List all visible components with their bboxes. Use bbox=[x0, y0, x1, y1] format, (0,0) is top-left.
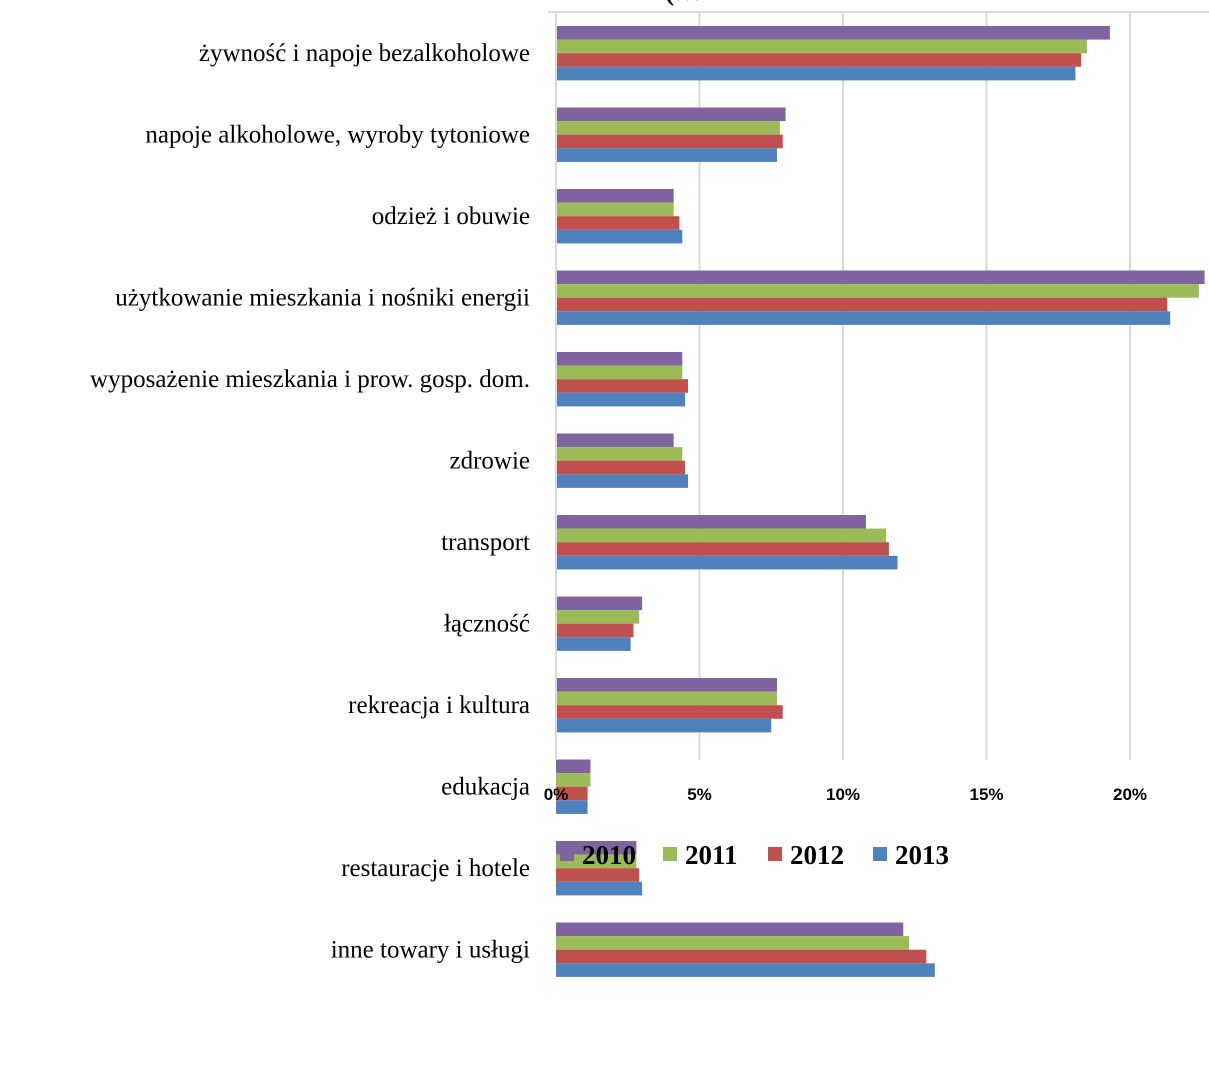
axes bbox=[548, 11, 1209, 760]
bar-2012-7 bbox=[556, 623, 634, 638]
bar-2011-10 bbox=[556, 854, 637, 869]
bar-2013-11 bbox=[556, 963, 935, 977]
category-label: napoje alkoholowe, wyroby tytoniowe bbox=[145, 122, 530, 149]
bar-2010-10 bbox=[556, 841, 637, 855]
category-labels: żywność i napoje bezalkoholowe napoje alk… bbox=[90, 0, 701, 964]
bar-2010-9 bbox=[556, 759, 591, 774]
bar-2013-3 bbox=[556, 311, 1171, 325]
x-tick-label: 0% bbox=[544, 785, 569, 804]
bar-2010-3 bbox=[556, 270, 1205, 285]
category-label: transport bbox=[441, 529, 530, 556]
bar-2013-4 bbox=[556, 392, 686, 407]
bar-2013-8 bbox=[556, 718, 772, 733]
bar-2013-2 bbox=[556, 229, 683, 244]
bar-2010-7 bbox=[556, 596, 643, 611]
bar-2011-3 bbox=[556, 284, 1199, 298]
legend-swatch-2011 bbox=[663, 847, 677, 861]
legend-label-2011: 2011 bbox=[685, 840, 738, 870]
bar-2010-5 bbox=[556, 433, 674, 448]
x-tick-labels: 0% 5% 10% 15% 20% bbox=[544, 785, 1147, 804]
bar-2012-4 bbox=[556, 379, 689, 393]
category-label: zdrowie bbox=[449, 448, 530, 475]
x-tick-label: 10% bbox=[826, 785, 860, 804]
bar-2013-1 bbox=[556, 148, 777, 162]
legend: 2010 2011 2012 2013 bbox=[560, 840, 949, 870]
bar-2012-2 bbox=[556, 216, 680, 230]
chart-title-fragment: (… bbox=[665, 0, 701, 6]
bar-2011-7 bbox=[556, 610, 640, 624]
legend-label-2013: 2013 bbox=[895, 840, 949, 870]
bars bbox=[556, 26, 1205, 977]
category-label: łączność bbox=[444, 611, 530, 638]
category-label: inne towary i usługi bbox=[331, 937, 530, 964]
bar-2011-2 bbox=[556, 202, 674, 217]
bar-2010-4 bbox=[556, 352, 683, 366]
legend-label-2010: 2010 bbox=[582, 840, 636, 870]
bar-2010-11 bbox=[556, 922, 904, 937]
bar-2011-11 bbox=[556, 936, 910, 950]
bar-2013-10 bbox=[556, 881, 643, 896]
bar-2011-6 bbox=[556, 528, 887, 543]
bar-2013-0 bbox=[556, 66, 1076, 81]
category-label: wyposażenie mieszkania i prow. gosp. dom… bbox=[90, 366, 530, 393]
bar-2012-3 bbox=[556, 297, 1168, 312]
bar-2010-1 bbox=[556, 107, 786, 122]
bar-2010-8 bbox=[556, 678, 777, 692]
bar-2012-11 bbox=[556, 949, 927, 964]
category-label: żywność i napoje bezalkoholowe bbox=[199, 40, 530, 67]
category-label: edukacja bbox=[441, 774, 530, 801]
x-tick-label: 15% bbox=[969, 785, 1003, 804]
x-tick-label: 5% bbox=[687, 785, 712, 804]
bar-2012-8 bbox=[556, 705, 783, 719]
bar-2013-9 bbox=[556, 800, 588, 814]
bar-2010-2 bbox=[556, 189, 674, 203]
category-label: odzież i obuwie bbox=[372, 203, 530, 230]
x-tick-label: 20% bbox=[1113, 785, 1147, 804]
bar-2012-6 bbox=[556, 542, 889, 556]
bar-2010-6 bbox=[556, 515, 866, 529]
legend-swatch-2013 bbox=[873, 847, 887, 861]
bar-2012-9 bbox=[556, 786, 588, 801]
legend-label-2012: 2012 bbox=[790, 840, 844, 870]
bar-2011-8 bbox=[556, 691, 777, 706]
bar-2011-5 bbox=[556, 447, 683, 461]
bar-2011-4 bbox=[556, 365, 683, 380]
bar-2013-5 bbox=[556, 474, 689, 488]
bar-2011-0 bbox=[556, 39, 1087, 54]
bar-2013-6 bbox=[556, 555, 898, 570]
bar-2012-5 bbox=[556, 460, 686, 475]
bar-2011-1 bbox=[556, 121, 780, 135]
category-label: restauracje i hotele bbox=[341, 855, 530, 882]
legend-swatch-2012 bbox=[768, 847, 782, 861]
category-label: rekreacja i kultura bbox=[348, 692, 530, 719]
bar-2012-0 bbox=[556, 53, 1082, 67]
bar-2011-9 bbox=[556, 773, 591, 787]
bar-2010-0 bbox=[556, 26, 1110, 40]
bar-2013-7 bbox=[556, 637, 631, 651]
bar-2012-1 bbox=[556, 134, 783, 149]
bar-2012-10 bbox=[556, 868, 640, 882]
legend-swatch-2010 bbox=[560, 847, 574, 861]
category-label: użytkowanie mieszkania i nośniki energii bbox=[115, 285, 530, 312]
